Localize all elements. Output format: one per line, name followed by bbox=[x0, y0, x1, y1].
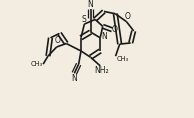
Text: N: N bbox=[101, 32, 107, 41]
Text: NH₂: NH₂ bbox=[94, 66, 109, 75]
Text: O: O bbox=[54, 36, 60, 45]
Text: N: N bbox=[71, 74, 77, 83]
Text: CH₃: CH₃ bbox=[30, 61, 42, 67]
Text: S: S bbox=[81, 15, 86, 24]
Text: N: N bbox=[88, 0, 94, 9]
Text: CH₃: CH₃ bbox=[116, 56, 128, 62]
Text: O: O bbox=[111, 25, 117, 34]
Text: O: O bbox=[125, 12, 131, 21]
